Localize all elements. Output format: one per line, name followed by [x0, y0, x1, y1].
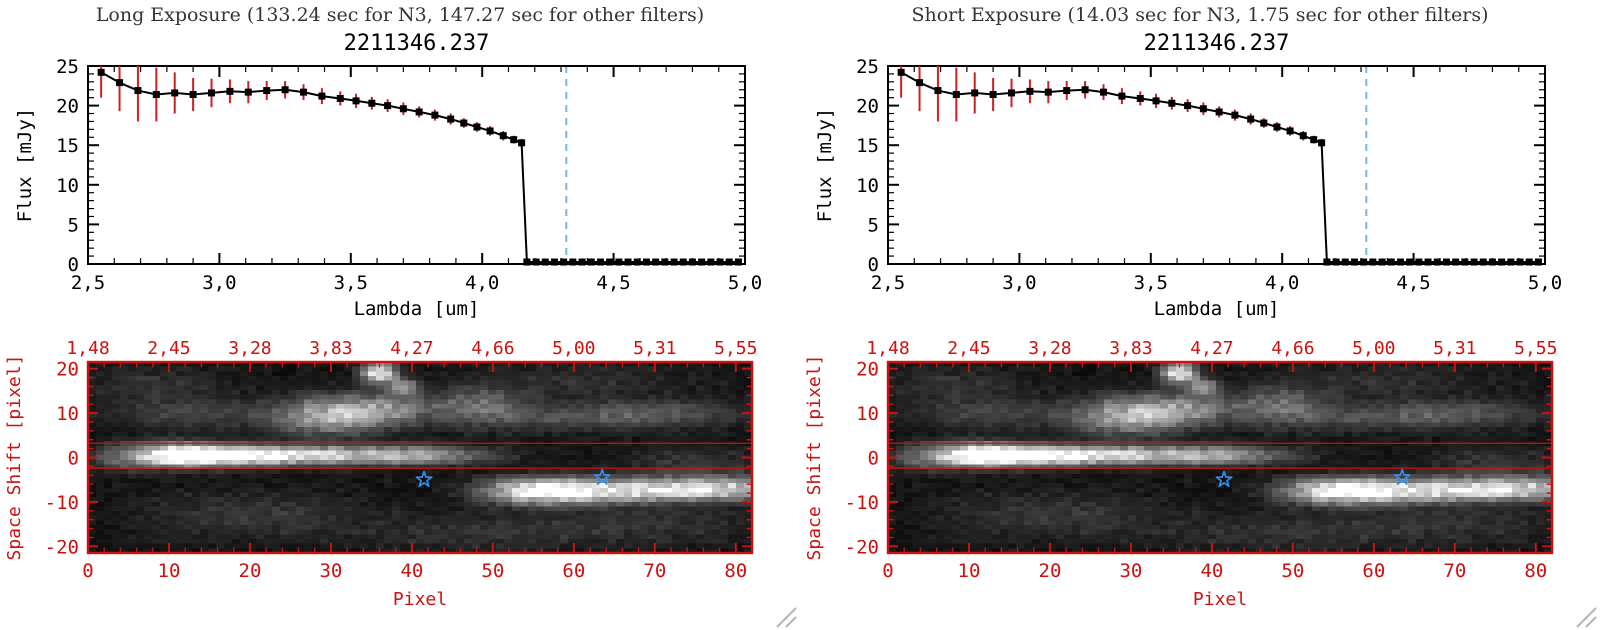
svg-text:0: 0: [68, 448, 79, 470]
svg-text:70: 70: [643, 560, 666, 582]
resize-grip-icon: [776, 607, 797, 628]
svg-text:10: 10: [158, 560, 181, 582]
panel-short-exposure: Short Exposure (14.03 sec for N3, 1.75 s…: [800, 0, 1600, 630]
svg-text:80: 80: [1524, 560, 1547, 582]
resize-grip-icon: [1576, 607, 1597, 628]
svg-text:5,0: 5,0: [1528, 272, 1562, 294]
svg-text:15: 15: [856, 135, 879, 157]
svg-text:4,27: 4,27: [1190, 338, 1233, 359]
svg-text:4,0: 4,0: [1265, 272, 1299, 294]
svg-text:10: 10: [56, 403, 79, 425]
svg-text:20: 20: [856, 359, 879, 381]
svg-text:2,45: 2,45: [147, 338, 190, 359]
svg-text:1,48: 1,48: [66, 338, 109, 359]
svg-text:Space Shift [pixel]: Space Shift [pixel]: [4, 355, 25, 561]
svg-text:0: 0: [868, 254, 879, 276]
svg-text:5,00: 5,00: [552, 338, 595, 359]
panel-header: Long Exposure (133.24 sec for N3, 147.27…: [95, 4, 705, 26]
svg-text:Lambda [um]: Lambda [um]: [1154, 298, 1280, 320]
svg-text:10: 10: [856, 403, 879, 425]
svg-text:15: 15: [56, 135, 79, 157]
svg-text:2,45: 2,45: [947, 338, 990, 359]
svg-text:30: 30: [1119, 560, 1142, 582]
svg-text:2,5: 2,5: [71, 272, 105, 294]
svg-text:0: 0: [82, 560, 93, 582]
svg-text:-10: -10: [845, 492, 879, 514]
svg-text:50: 50: [481, 560, 504, 582]
svg-text:10: 10: [56, 175, 79, 197]
svg-text:1,48: 1,48: [866, 338, 909, 359]
svg-text:4,66: 4,66: [1271, 338, 1314, 359]
svg-text:20: 20: [1039, 560, 1062, 582]
spectrum-title: 2211346.237: [1143, 31, 1290, 56]
svg-text:-10: -10: [45, 492, 79, 514]
svg-text:3,5: 3,5: [1134, 272, 1168, 294]
spectral-image-canvas: [888, 362, 1552, 553]
resize-grip[interactable]: [775, 606, 797, 628]
svg-text:20: 20: [56, 359, 79, 381]
svg-text:3,83: 3,83: [309, 338, 352, 359]
svg-text:10: 10: [958, 560, 981, 582]
svg-text:Pixel: Pixel: [393, 589, 447, 610]
svg-text:Flux [mJy]: Flux [mJy]: [14, 108, 36, 222]
svg-text:0: 0: [868, 448, 879, 470]
svg-text:4,66: 4,66: [471, 338, 514, 359]
svg-text:80: 80: [724, 560, 747, 582]
svg-text:Lambda [um]: Lambda [um]: [354, 298, 480, 320]
svg-text:20: 20: [239, 560, 262, 582]
svg-text:4,5: 4,5: [1396, 272, 1430, 294]
panel-header: Short Exposure (14.03 sec for N3, 1.75 s…: [911, 4, 1489, 26]
svg-text:3,28: 3,28: [1028, 338, 1071, 359]
svg-text:-20: -20: [45, 536, 79, 558]
resize-grip[interactable]: [1575, 606, 1597, 628]
svg-text:Pixel: Pixel: [1193, 589, 1247, 610]
svg-text:5,00: 5,00: [1352, 338, 1395, 359]
svg-text:25: 25: [856, 56, 879, 78]
svg-text:20: 20: [856, 96, 879, 118]
svg-text:5: 5: [68, 214, 79, 236]
svg-text:40: 40: [1200, 560, 1223, 582]
svg-text:0: 0: [68, 254, 79, 276]
svg-text:5,55: 5,55: [714, 338, 757, 359]
svg-text:40: 40: [400, 560, 423, 582]
svg-text:25: 25: [56, 56, 79, 78]
svg-text:5,0: 5,0: [728, 272, 762, 294]
svg-text:60: 60: [562, 560, 585, 582]
panel-long-exposure: Long Exposure (133.24 sec for N3, 147.27…: [4, 4, 797, 628]
svg-text:4,0: 4,0: [465, 272, 499, 294]
spectral-image-canvas: [88, 362, 752, 553]
svg-text:5: 5: [868, 214, 879, 236]
svg-text:10: 10: [856, 175, 879, 197]
svg-text:3,83: 3,83: [1109, 338, 1152, 359]
svg-text:3,28: 3,28: [228, 338, 271, 359]
svg-text:3,0: 3,0: [202, 272, 236, 294]
svg-text:5,31: 5,31: [1433, 338, 1476, 359]
svg-text:5,31: 5,31: [633, 338, 676, 359]
svg-text:50: 50: [1281, 560, 1304, 582]
svg-text:70: 70: [1443, 560, 1466, 582]
svg-text:4,5: 4,5: [596, 272, 630, 294]
svg-text:30: 30: [319, 560, 342, 582]
svg-text:Flux [mJy]: Flux [mJy]: [814, 108, 836, 222]
svg-text:2,5: 2,5: [871, 272, 905, 294]
svg-text:-20: -20: [845, 536, 879, 558]
svg-text:5,55: 5,55: [1514, 338, 1557, 359]
svg-text:0: 0: [882, 560, 893, 582]
svg-text:Space Shift [pixel]: Space Shift [pixel]: [804, 355, 825, 561]
svg-text:3,5: 3,5: [334, 272, 368, 294]
svg-text:3,0: 3,0: [1002, 272, 1036, 294]
svg-text:20: 20: [56, 96, 79, 118]
svg-text:4,27: 4,27: [390, 338, 433, 359]
spectrum-title: 2211346.237: [343, 31, 490, 56]
svg-text:60: 60: [1362, 560, 1385, 582]
